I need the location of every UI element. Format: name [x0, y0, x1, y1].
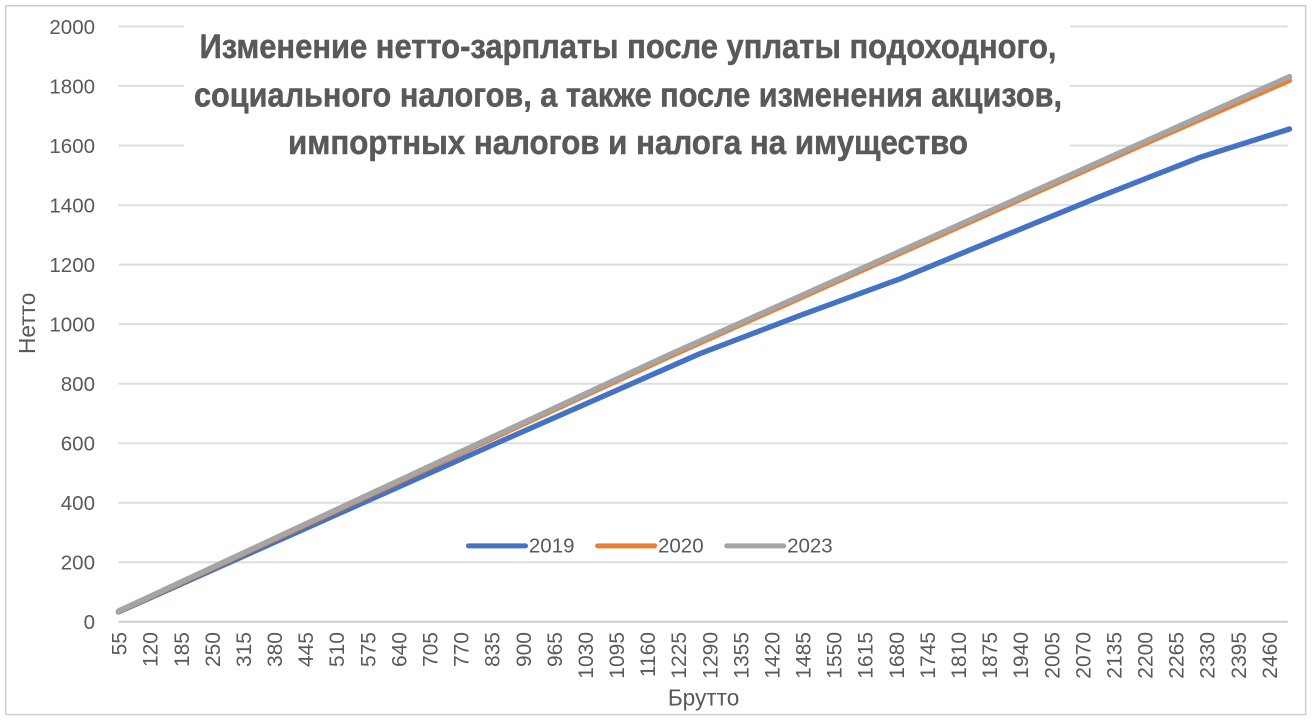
- svg-text:2460: 2460: [1259, 632, 1282, 679]
- svg-text:800: 800: [61, 373, 95, 396]
- svg-text:2265: 2265: [1166, 632, 1189, 679]
- svg-text:1800: 1800: [49, 75, 95, 98]
- svg-text:0: 0: [84, 611, 95, 634]
- svg-text:1810: 1810: [948, 632, 971, 679]
- svg-text:1600: 1600: [49, 135, 95, 158]
- svg-text:2023: 2023: [787, 535, 833, 558]
- svg-text:1000: 1000: [49, 314, 95, 337]
- svg-text:1200: 1200: [49, 254, 95, 277]
- svg-text:2070: 2070: [1072, 632, 1095, 679]
- svg-text:965: 965: [544, 632, 567, 667]
- svg-text:1290: 1290: [699, 632, 722, 679]
- svg-text:250: 250: [202, 632, 225, 667]
- svg-text:900: 900: [513, 632, 536, 667]
- svg-text:2020: 2020: [658, 535, 704, 558]
- svg-text:640: 640: [388, 632, 411, 667]
- svg-text:200: 200: [61, 552, 95, 575]
- svg-text:55: 55: [109, 632, 132, 655]
- svg-text:315: 315: [233, 632, 256, 667]
- svg-text:185: 185: [171, 632, 194, 667]
- svg-text:2395: 2395: [1228, 632, 1251, 679]
- svg-text:445: 445: [295, 632, 318, 667]
- svg-text:1940: 1940: [1010, 632, 1033, 679]
- svg-text:Нетто: Нетто: [14, 293, 40, 355]
- svg-text:1225: 1225: [668, 632, 691, 679]
- svg-text:1030: 1030: [575, 632, 598, 679]
- svg-text:2200: 2200: [1135, 632, 1158, 679]
- svg-text:705: 705: [420, 632, 443, 667]
- svg-text:2005: 2005: [1041, 632, 1064, 679]
- svg-text:Изменение нетто-зарплаты после: Изменение нетто-зарплаты после уплаты по…: [200, 28, 1057, 66]
- svg-text:Брутто: Брутто: [668, 685, 740, 711]
- svg-text:1550: 1550: [824, 632, 847, 679]
- svg-text:600: 600: [61, 433, 95, 456]
- svg-text:575: 575: [357, 632, 380, 667]
- svg-text:400: 400: [61, 492, 95, 515]
- svg-text:2000: 2000: [49, 16, 95, 39]
- svg-text:1160: 1160: [637, 632, 660, 677]
- svg-text:770: 770: [451, 632, 474, 667]
- svg-text:835: 835: [482, 632, 505, 667]
- svg-text:импортных налогов и налога на: импортных налогов и налога на имущество: [288, 124, 968, 162]
- svg-text:1095: 1095: [606, 632, 629, 679]
- svg-text:социального налогов, а также п: социального налогов, а также после измен…: [194, 76, 1062, 114]
- svg-text:120: 120: [140, 632, 163, 667]
- svg-text:1745: 1745: [917, 632, 940, 679]
- svg-text:2330: 2330: [1197, 632, 1220, 679]
- svg-text:2019: 2019: [529, 535, 575, 558]
- svg-text:1875: 1875: [979, 632, 1002, 679]
- svg-text:510: 510: [326, 632, 349, 667]
- svg-text:1400: 1400: [49, 195, 95, 218]
- svg-text:2135: 2135: [1103, 632, 1126, 679]
- svg-text:1615: 1615: [855, 632, 878, 679]
- svg-text:1485: 1485: [793, 632, 816, 679]
- svg-text:1355: 1355: [730, 632, 753, 679]
- svg-text:1420: 1420: [762, 632, 785, 679]
- svg-text:1680: 1680: [886, 632, 909, 679]
- svg-text:380: 380: [264, 632, 287, 667]
